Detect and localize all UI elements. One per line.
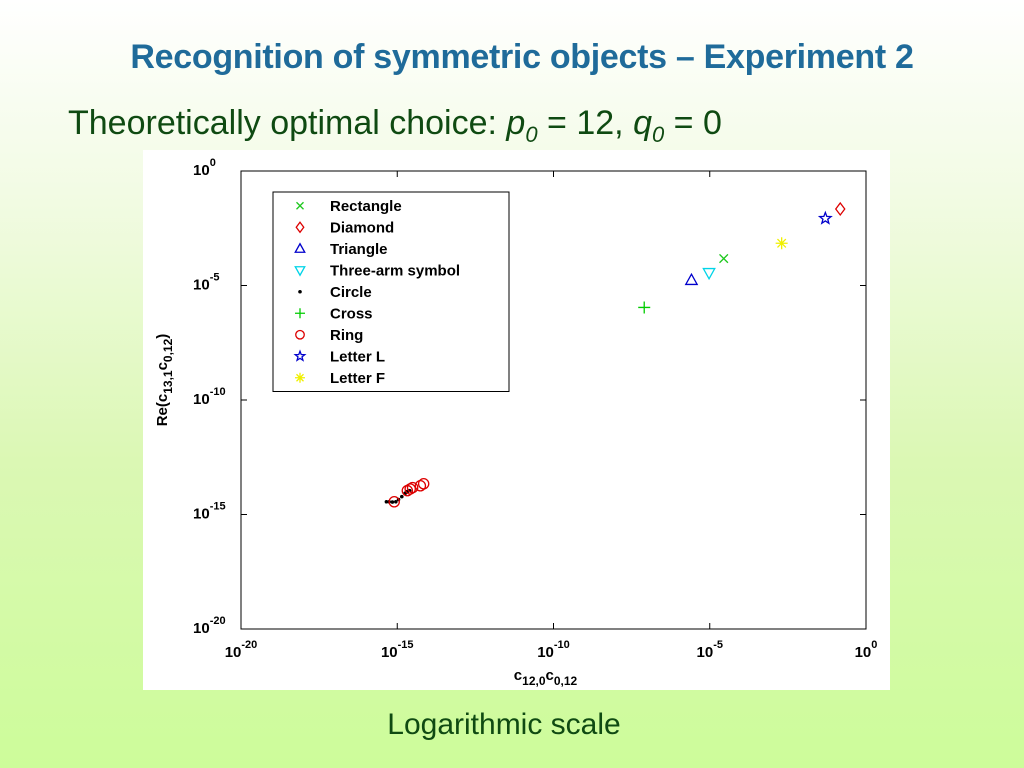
y-tick-label: 100 [193,157,216,179]
legend-label: Cross [330,305,373,322]
scatter-chart: 10-20 10-15 10-10 10-5 100 100 10-5 10-10 10-15 1… [154,157,877,688]
x-tick-label: 10-15 [381,639,414,661]
y-tick-label: 10-10 [193,386,226,408]
q-variable: q [633,104,652,142]
legend-item-cross: Cross [295,305,373,322]
legend-item-letter-l: Letter L [293,348,385,365]
legend-marker [295,308,305,319]
legend-label: Triangle [330,241,388,258]
legend-item-diamond: Diamond [295,219,394,236]
y-tick-label: 10-15 [193,501,226,523]
point-ring [388,496,400,508]
p-variable: p [506,104,526,142]
legend-label: Circle [330,284,372,301]
y-tick-label: 10-20 [193,615,226,637]
point-circle [390,500,395,504]
point-letter-f [775,237,788,250]
point-rectangle [719,253,729,264]
legend-item-three-arm-symbol: Three-arm symbol [294,262,460,279]
slide-caption: Logarithmic scale [387,708,621,741]
legend-item-letter-f: Letter F [295,370,385,387]
x-axis-label: c12,0c0,12 [514,667,578,688]
point-cross [638,301,651,314]
legend-marker [293,349,307,362]
p-value: = 12, [537,104,634,142]
legend-item-circle: Circle [298,284,372,301]
p-subscript: 0 [525,121,538,147]
q-value: = 0 [664,104,722,142]
x-tick-label: 10-10 [537,639,570,661]
plot-panel: 10-20 10-15 10-10 10-5 100 100 10-5 10-10 10-15 1… [143,150,890,690]
slide-subtitle: Theoretically optimal choice: p0 = 12, q… [68,104,722,148]
legend-box [272,191,510,392]
point-circle [394,499,398,504]
point-ring [404,483,416,495]
point-ring [417,478,430,490]
x-tick-label: 10-5 [697,639,723,661]
point-letter-l [817,210,833,225]
data-points [384,201,846,508]
point-diamond [834,201,846,217]
x-tick-label: 10-20 [225,639,258,661]
y-tick-label: 10-5 [193,272,219,294]
legend-label: Diamond [330,219,394,236]
point-ring [406,481,419,494]
legend-label: Three-arm symbol [330,262,460,279]
legend-marker [295,329,305,340]
y-axis-label: Re(c13,1c0,12) [154,334,175,427]
legend: Rectangle Diamond Triangle Three-arm symbol… [272,191,510,392]
legend-item-rectangle: Rectangle [296,198,402,215]
axes: 10-20 10-15 10-10 10-5 100 100 10-5 10-10 10-15 1… [193,157,877,661]
legend-label: Ring [330,327,363,344]
point-circle [384,499,389,504]
slide-title: Recognition of symmetric objects – Exper… [130,38,914,76]
legend-marker [294,242,306,253]
legend-item-triangle: Triangle [294,241,388,258]
legend-marker [296,201,304,210]
legend-label: Letter F [330,370,385,387]
point-circle [400,494,404,499]
legend-item-ring: Ring [295,327,363,344]
q-subscript: 0 [651,121,665,147]
legend-marker [298,289,302,294]
legend-label: Rectangle [330,198,402,215]
legend-marker [295,372,305,383]
point-three-arm-symbol [702,267,716,281]
legend-marker [294,266,306,277]
point-triangle [684,272,699,286]
x-tick-label: 100 [855,639,878,661]
subtitle-lead: Theoretically optimal choice: [68,104,507,142]
legend-label: Letter L [330,348,385,365]
legend-marker [295,221,305,234]
